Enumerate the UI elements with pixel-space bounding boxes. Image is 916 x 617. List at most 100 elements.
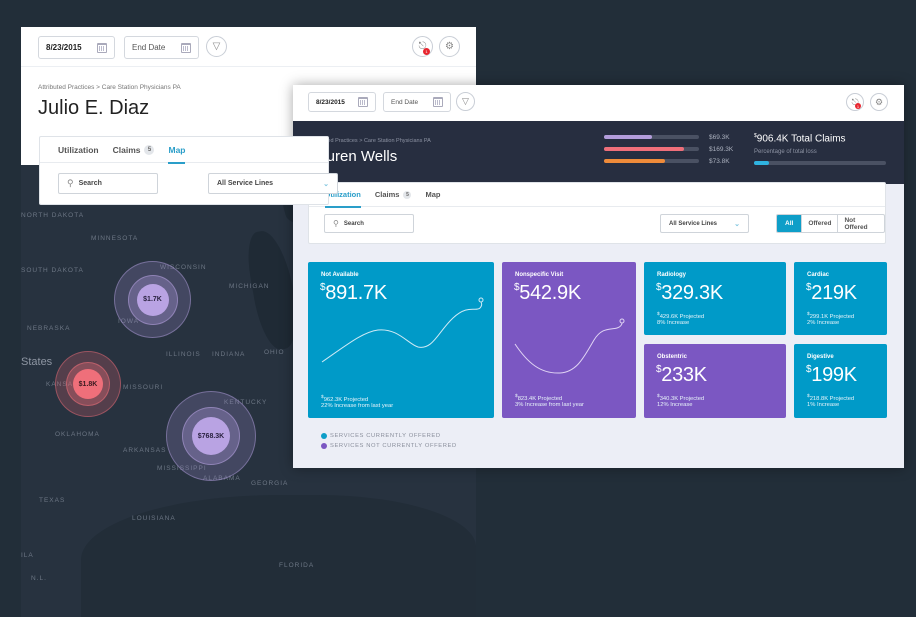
- map-label: LOUISIANA: [132, 515, 176, 522]
- filter-offered-button[interactable]: Offered: [801, 215, 837, 232]
- gear-icon: ⚙: [874, 96, 884, 107]
- total-claims-subtitle: Percentage of total loss: [754, 149, 817, 156]
- bar-fill-red: [604, 147, 684, 151]
- map-label: WISCONSIN: [160, 264, 207, 271]
- front-window: 8/23/2015 End Date ▽ ⎋ 1 ⚙ $69.3K $169.3…: [293, 85, 904, 468]
- notifications-button[interactable]: ⎋ 1: [846, 93, 864, 111]
- start-date-input[interactable]: 8/23/2015: [38, 36, 115, 59]
- legend-item-not-offered: SERVICES NOT CURRENTLY OFFERED: [321, 441, 457, 451]
- map-label: TEXAS: [39, 497, 66, 504]
- total-claims-value: 906.4K Total Claims: [756, 133, 846, 145]
- map-label: MINNESOTA: [91, 235, 139, 242]
- calendar-icon: [433, 97, 443, 107]
- map-label: MICHIGAN: [229, 283, 270, 290]
- map-label: NORTH DAKOTA: [21, 212, 85, 219]
- service-card-digestive[interactable]: Digestive $199K $218.8K Projected 1% Inc…: [794, 344, 887, 418]
- map-label: ILA: [21, 552, 34, 559]
- calendar-icon: [97, 42, 107, 53]
- filter-icon: ▽: [212, 41, 221, 52]
- filter-not-offered-button[interactable]: Not Offered: [837, 215, 884, 232]
- page-title: Julio E. Diaz: [38, 97, 150, 119]
- tab-utilization[interactable]: Utilization: [325, 183, 361, 208]
- chevron-down-icon: ⌄: [323, 180, 329, 188]
- map-bubble[interactable]: $1.8K: [55, 351, 121, 417]
- notification-badge: 1: [855, 103, 861, 109]
- breadcrumb[interactable]: Attributed Practices > Care Station Phys…: [310, 138, 431, 144]
- calendar-icon: [358, 97, 368, 107]
- page-title: Lauren Wells: [310, 148, 398, 165]
- filter-button[interactable]: ▽: [206, 36, 227, 57]
- map-label: ARKANSAS: [123, 447, 167, 454]
- service-lines-select[interactable]: All Service Lines ⌄: [208, 173, 338, 194]
- profile-header: $69.3K $169.3K $73.8K $906.4K Total Clai…: [293, 121, 904, 184]
- service-card-cardiac[interactable]: Cardiac $219K $299.1K Projected 2% Incre…: [794, 262, 887, 335]
- gear-icon: ⚙: [445, 41, 454, 52]
- bubble-value: $1.8K: [73, 369, 103, 399]
- claims-count-badge: 5: [403, 190, 412, 199]
- top-bar: 8/23/2015 End Date ▽ ⎋ 1 ⚙: [21, 27, 476, 67]
- service-card-nonspecific-visit[interactable]: Nonspecific Visit $542.9K $823.4K Projec…: [502, 262, 636, 418]
- map-label: GEORGIA: [251, 480, 289, 487]
- end-date-input[interactable]: End Date: [383, 92, 451, 112]
- service-card-not-available[interactable]: Not Available $891.7K $962.3K Projected …: [308, 262, 494, 418]
- settings-button[interactable]: ⚙: [439, 36, 460, 57]
- legend-dot-purple: [321, 443, 327, 449]
- top-bar: 8/23/2015 End Date ▽ ⎋ 1 ⚙: [293, 85, 904, 121]
- map-bubble[interactable]: $768.3K: [166, 391, 256, 481]
- bell-icon: ⎋: [851, 96, 859, 107]
- map-label: FLORIDA: [279, 562, 315, 569]
- map-label: ILLINOIS: [166, 351, 201, 358]
- filter-all-button[interactable]: All: [777, 215, 802, 232]
- claim-bar-row: $169.3K: [604, 143, 733, 155]
- bell-icon: ⎋: [418, 41, 427, 52]
- tab-map[interactable]: Map: [168, 137, 186, 164]
- tab-claims[interactable]: Claims 5: [375, 183, 412, 207]
- service-card-radiology[interactable]: Radiology $329.3K $429.6K Projected 8% I…: [644, 262, 786, 335]
- end-date-input[interactable]: End Date: [124, 36, 199, 59]
- tab-bar: Utilization Claims 5 Map: [309, 183, 885, 208]
- claim-bars: $69.3K $169.3K $73.8K: [604, 131, 733, 167]
- search-icon: ⚲: [67, 178, 74, 188]
- legend: SERVICES CURRENTLY OFFERED SERVICES NOT …: [321, 431, 457, 451]
- map-label: OKLAHOMA: [55, 431, 100, 438]
- legend-dot-blue: [321, 433, 327, 439]
- notification-badge: 1: [423, 48, 430, 55]
- trend-sparkline: [514, 318, 625, 374]
- map-label: INDIANA: [212, 351, 246, 358]
- search-input[interactable]: ⚲ Search: [58, 173, 158, 194]
- bubble-value: $1.7K: [136, 283, 169, 316]
- map-label: SOUTH DAKOTA: [21, 267, 84, 274]
- search-input[interactable]: ⚲ Search: [324, 214, 414, 233]
- map-label: NEBRASKA: [27, 325, 71, 332]
- calendar-icon: [181, 42, 191, 53]
- trend-sparkline: [321, 297, 484, 363]
- tab-map[interactable]: Map: [425, 190, 441, 199]
- filter-icon: ▽: [462, 96, 469, 106]
- map-bubble[interactable]: $1.7K: [114, 261, 191, 338]
- claim-bar-row: $69.3K: [604, 131, 733, 143]
- map-label: OHIO: [264, 349, 285, 356]
- total-claims: $906.4K Total Claims Percentage of total…: [754, 133, 886, 166]
- total-loss-progress: [754, 161, 769, 166]
- legend-item-offered: SERVICES CURRENTLY OFFERED: [321, 431, 457, 441]
- back-tabs-card: Utilization Claims 5 Map ⚲ Search All Ser…: [39, 136, 338, 205]
- bar-fill-purple: [604, 135, 652, 139]
- service-card-obstentric[interactable]: Obstentric $233K $340.3K Projected 12% I…: [644, 344, 786, 418]
- settings-button[interactable]: ⚙: [870, 93, 888, 111]
- filter-button[interactable]: ▽: [456, 92, 475, 111]
- chevron-down-icon: ⌄: [734, 220, 740, 228]
- map-label: N.L.: [31, 575, 47, 582]
- search-icon: ⚲: [333, 219, 339, 228]
- map-label: States: [21, 356, 53, 368]
- map-label: KENTUCKY: [224, 399, 268, 406]
- tab-claims[interactable]: Claims 5: [113, 137, 155, 163]
- notifications-button[interactable]: ⎋ 1: [412, 36, 433, 57]
- gulf-of-mexico: [81, 495, 476, 617]
- breadcrumb[interactable]: Attributed Practices > Care Station Phys…: [38, 84, 181, 91]
- tab-bar: Utilization Claims 5 Map: [40, 137, 328, 164]
- claim-bar-row: $73.8K: [604, 155, 733, 167]
- offered-filter: All Offered Not Offered: [776, 214, 885, 233]
- start-date-input[interactable]: 8/23/2015: [308, 92, 376, 112]
- tab-utilization[interactable]: Utilization: [58, 144, 99, 155]
- service-lines-select[interactable]: All Service Lines ⌄: [660, 214, 749, 233]
